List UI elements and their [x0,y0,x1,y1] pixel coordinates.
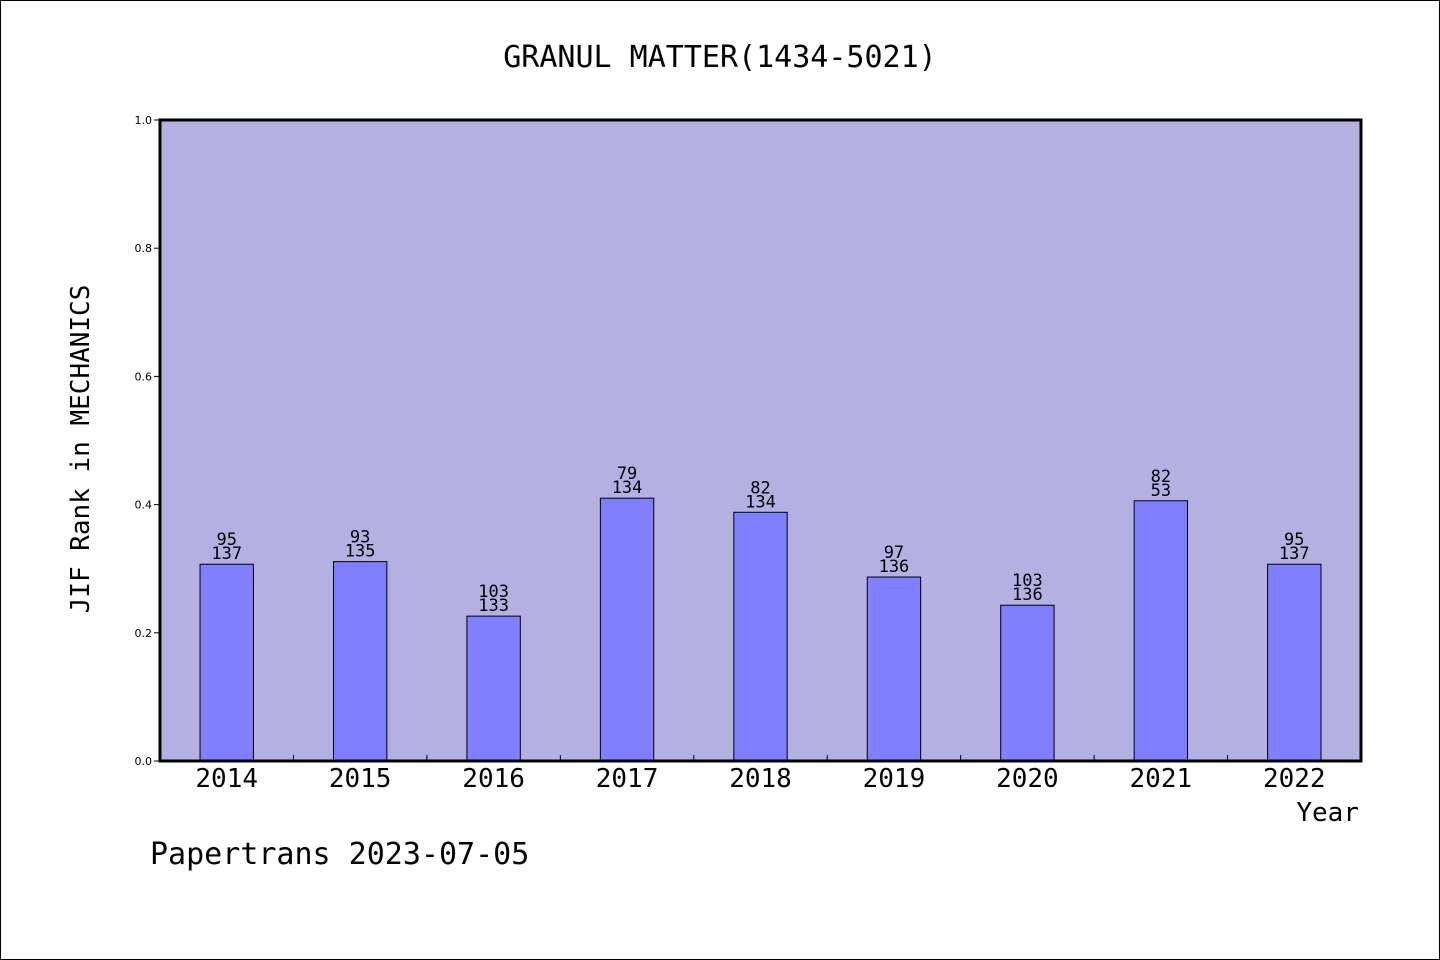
bar-rank-label: 95 [216,530,236,550]
x-tick-label: 2022 [1263,764,1326,794]
bar-rank-label: 97 [884,543,904,563]
plot-border [158,118,1363,763]
bars-group [199,497,1322,762]
bar-total-label: 136 [1012,585,1043,605]
bar-total-label: 134 [745,492,776,512]
bar-rank-label: 103 [1012,571,1043,591]
bar [599,497,655,762]
bar-rank-label: 93 [350,528,370,548]
bar-rank-label: 79 [617,464,637,484]
bar-total-label: 137 [211,544,242,564]
x-tick-label: 2021 [1130,764,1193,794]
x-axis: 2014 2015 2016 2017 2018 2019 2020 2021 2022 [195,755,1326,794]
y-tick-label: 1.0 [135,114,153,127]
y-tick-label: 0.2 [135,627,153,640]
bar-rank-label: 82 [1151,467,1171,487]
watermark: Papertrans 2023-07-05 [150,837,529,872]
bar-total-label: 133 [478,596,509,616]
bar-total-label: 134 [612,478,643,498]
y-tick-label: 0.6 [135,370,153,383]
x-tick-label: 2016 [462,764,525,794]
y-axis: 0.0 0.2 0.4 0.6 0.8 1.0 [135,114,160,768]
y-tick-label: 0.0 [135,755,153,768]
bar [466,615,521,762]
bar-total-label: 53 [1151,481,1171,501]
x-tick-label: 2018 [729,764,792,794]
chart-title: GRANUL MATTER(1434-5021) [503,40,936,75]
bar [1000,604,1055,762]
bar [199,563,254,762]
x-tick-label: 2019 [863,764,926,794]
x-tick-label: 2017 [596,764,659,794]
x-tick-label: 2020 [996,764,1059,794]
bar-rank-label: 82 [750,478,770,498]
bar-total-label: 137 [1279,544,1310,564]
x-tick-label: 2014 [195,764,258,794]
y-tick-label: 0.4 [135,499,153,512]
x-tick-label: 2015 [329,764,392,794]
bar [866,576,922,762]
x-axis-label: Year [1296,798,1359,828]
bar-rank-label: 103 [478,582,509,602]
bar-total-label: 136 [879,557,910,577]
y-tick-label: 0.8 [135,242,153,255]
bar [332,561,388,762]
bar-rank-label: 95 [1284,530,1304,550]
bar-total-label: 135 [345,542,376,562]
bar [733,511,788,762]
y-axis-label: JIF Rank in MECHANICS [66,285,96,614]
bar [1267,563,1322,762]
bar [1133,500,1189,762]
